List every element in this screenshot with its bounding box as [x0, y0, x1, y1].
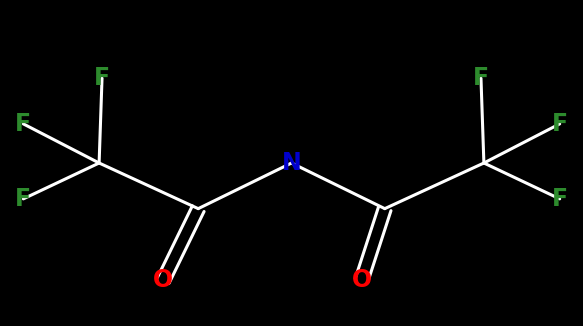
Text: F: F: [473, 66, 489, 90]
Text: N: N: [282, 151, 301, 175]
Text: F: F: [15, 187, 31, 211]
Text: O: O: [153, 268, 173, 292]
Text: F: F: [94, 66, 110, 90]
Text: F: F: [552, 112, 568, 136]
Text: F: F: [15, 112, 31, 136]
Text: O: O: [352, 268, 371, 292]
Text: F: F: [552, 187, 568, 211]
